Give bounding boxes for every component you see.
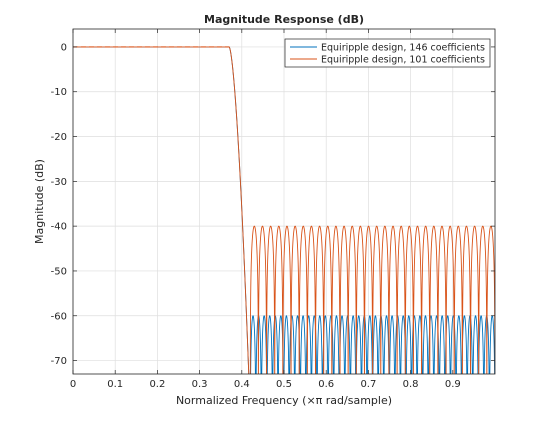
y-tick-label: -10 [51,87,67,98]
x-tick-label: 0.7 [360,379,376,390]
x-tick-label: 0.4 [234,379,250,390]
plot-lines [73,46,495,374]
x-tick-label: 0.8 [403,379,419,390]
series-line-2 [73,46,495,374]
x-tick-label: 0.9 [445,379,461,390]
ticks: 0 0.1 0.2 0.3 0.4 0.5 0.6 0.7 0.8 0.9 0 -10 -20 -30 -4… [51,29,495,390]
x-tick-label: 0 [70,379,76,390]
chart-title: Magnitude Response (dB) [204,13,364,26]
y-tick-label: -60 [51,311,67,322]
x-tick-label: 0.1 [107,379,123,390]
y-tick-label: -30 [51,177,67,188]
x-axis-label: Normalized Frequency (×π rad/sample) [176,394,392,407]
x-tick-label: 0.5 [276,379,292,390]
x-tick-label: 0.2 [149,379,165,390]
x-tick-label: 0.6 [318,379,334,390]
y-tick-label: -40 [51,222,67,233]
y-tick-label: 0 [61,42,67,53]
y-tick-label: -50 [51,266,67,277]
x-tick-label: 0.3 [192,379,208,390]
y-tick-label: -20 [51,132,67,143]
legend-box [284,38,491,68]
legend-entry-1: Equiripple design, 146 coefficients [321,43,485,54]
legend: Equiripple design, 146 coefficientsEquir… [284,38,491,68]
y-tick-label: -70 [51,356,67,367]
legend-entry-2: Equiripple design, 101 coefficients [321,55,485,66]
y-axis-label: Magnitude (dB) [33,159,46,244]
